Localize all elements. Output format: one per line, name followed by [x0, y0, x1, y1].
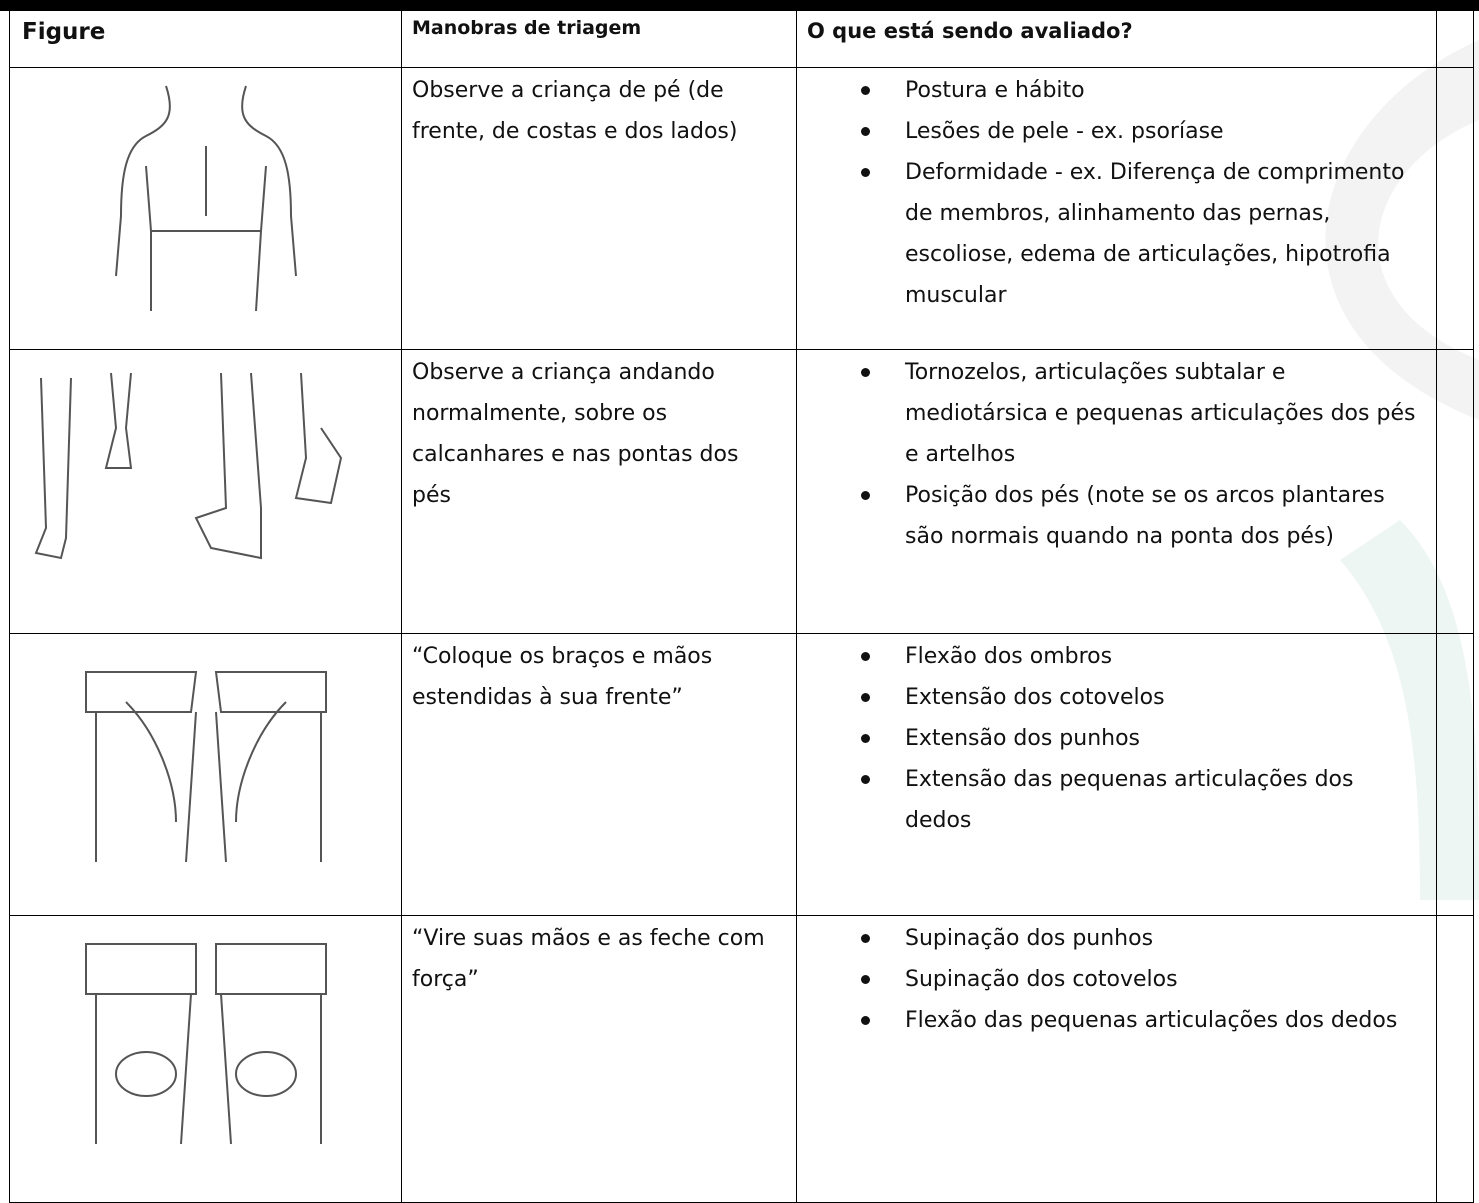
maneuver: “Coloque os braços e mãos estendidas à s…	[401, 633, 797, 916]
header-cell: O que está sendo avaliado?	[796, 10, 1437, 68]
row: Observe a criança andando normalmente, s…	[9, 349, 1474, 634]
bullet-list: Tornozelos, articulações subtalar e medi…	[797, 350, 1436, 557]
figure-cell	[9, 67, 402, 350]
figure-cell	[9, 633, 402, 916]
bullet-item: Extensão das pequenas articulações dos d…	[797, 759, 1426, 841]
maneuver: “Vire suas mãos e as feche com força”	[401, 915, 797, 1203]
bullet-item: Extensão dos punhos	[797, 718, 1426, 759]
bullet-item: Flexão dos ombros	[797, 636, 1426, 677]
assessed-cell: Supinação dos punhos Supinação dos cotove…	[796, 915, 1437, 1203]
bullet-item: Supinação dos cotovelos	[797, 959, 1426, 1000]
blank-cell	[1436, 633, 1474, 916]
blank-cell	[1436, 915, 1474, 1203]
illustration	[84, 671, 327, 863]
bullet-item: Postura e hábito	[797, 70, 1426, 111]
illustration	[114, 85, 297, 312]
bullet-item: Supinação dos punhos	[797, 918, 1426, 959]
row: Observe a criança de pé (de frente, de c…	[9, 67, 1474, 350]
bullet-item: Extensão dos cotovelos	[797, 677, 1426, 718]
bullet-item: Flexão das pequenas articulações dos ded…	[797, 1000, 1426, 1041]
illustration	[84, 943, 327, 1145]
row: “Vire suas mãos e as feche com força” Sup…	[9, 915, 1474, 1203]
blank-cell	[1436, 349, 1474, 634]
figure-cell	[9, 915, 402, 1203]
bullet-list: Flexão dos ombros Extensão dos cotovelos E…	[797, 634, 1436, 841]
bullet-item: Posição dos pés (note se os arcos planta…	[797, 475, 1426, 557]
bullet-item: Lesões de pele - ex. psoríase	[797, 111, 1426, 152]
bullet-list: Supinação dos punhos Supinação dos cotove…	[797, 916, 1436, 1041]
bullet-item: Tornozelos, articulações subtalar e medi…	[797, 352, 1426, 475]
bullet-list: Postura e hábito Lesões de pele - ex. pso…	[797, 68, 1436, 316]
header-cell: Figure	[9, 10, 402, 68]
illustration	[34, 372, 342, 560]
assessed-cell: Tornozelos, articulações subtalar e medi…	[796, 349, 1437, 634]
header-row: Figure Manobras de triagem O que está send…	[9, 10, 1474, 68]
screening-table: Figure Manobras de triagem O que está send…	[9, 10, 1474, 1203]
maneuver: Observe a criança andando normalmente, s…	[401, 349, 797, 634]
assessed-cell: Postura e hábito Lesões de pele - ex. pso…	[796, 67, 1437, 350]
figure-cell	[9, 349, 402, 634]
assessed-cell: Flexão dos ombros Extensão dos cotovelos E…	[796, 633, 1437, 916]
blank-cell	[1436, 67, 1474, 350]
header-cell: Manobras de triagem	[401, 10, 797, 68]
blank-cell	[1436, 10, 1474, 68]
maneuver: Observe a criança de pé (de frente, de c…	[401, 67, 797, 350]
row: “Coloque os braços e mãos estendidas à s…	[9, 633, 1474, 916]
bullet-item: Deformidade - ex. Diferença de comprimen…	[797, 152, 1426, 316]
